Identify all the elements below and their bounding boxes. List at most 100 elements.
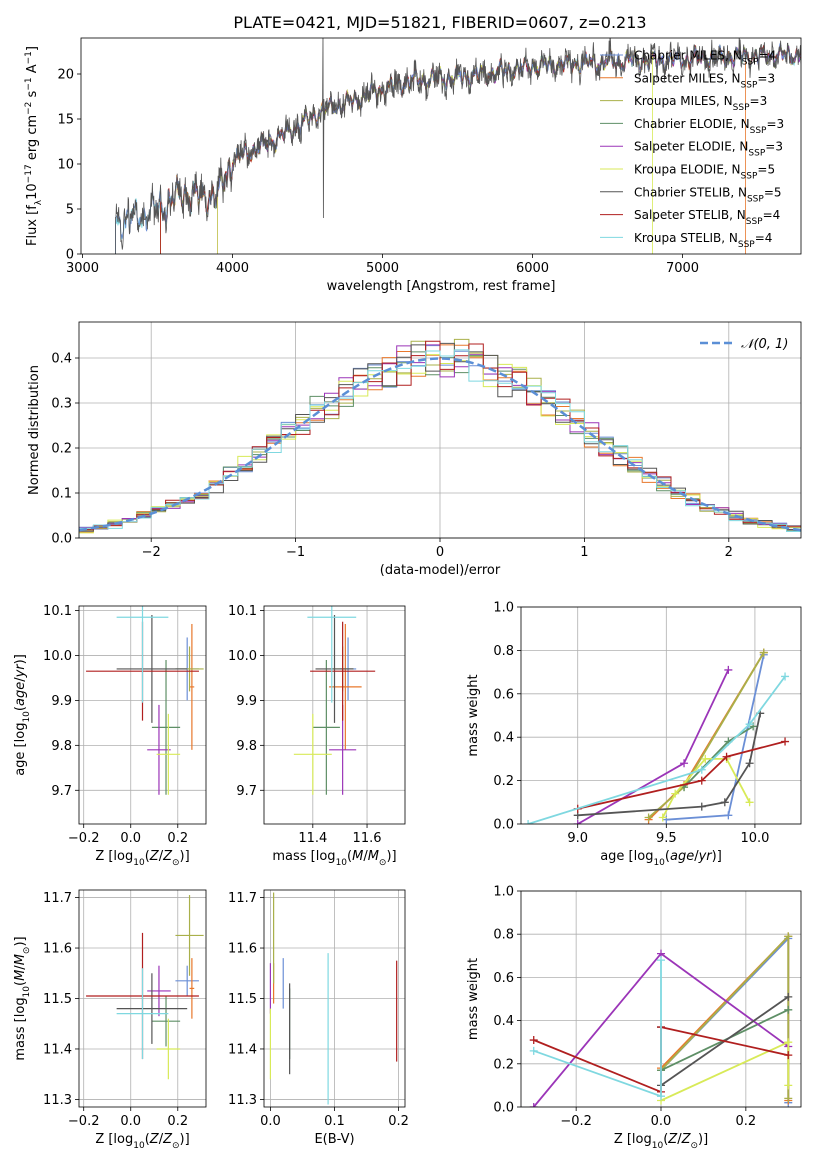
x-tick-label: 0.0 <box>260 1114 281 1129</box>
x-tick-label: 1 <box>580 545 588 560</box>
y-tick-label: 11.5 <box>43 992 72 1007</box>
mass-vs-ebv-plot <box>269 892 398 1105</box>
y-axis-label: age [log10(age/yr)] <box>13 654 32 776</box>
mass-vs-z-plot <box>86 895 204 1080</box>
weight-marker <box>658 813 667 822</box>
y-tick-label: 20 <box>57 68 74 83</box>
y-tick-label: 11.6 <box>228 942 257 957</box>
weight-marker <box>680 759 689 768</box>
weight-marker <box>529 1103 538 1107</box>
x-tick-label: 7000 <box>666 261 699 276</box>
x-tick-label: 0 <box>436 545 444 560</box>
axes-frame <box>520 606 802 825</box>
legend-label: Kroupa STELIB, NSSP=4 <box>634 231 772 250</box>
x-axis-label: age [log10(age/yr)] <box>600 849 722 868</box>
age-vs-z-plot <box>86 606 204 795</box>
y-tick-label: 0.6 <box>493 687 514 702</box>
weight-marker <box>697 802 706 811</box>
y-tick-label: 0.8 <box>493 928 514 943</box>
y-tick-label: 0.2 <box>493 774 514 789</box>
y-tick-label: 9.8 <box>51 739 72 754</box>
x-tick-label: 11.4 <box>298 831 327 846</box>
y-tick-label: 0.3 <box>51 397 72 412</box>
y-tick-label: 0 <box>66 248 74 263</box>
age-vs-z-axes: −0.2 0.0 0.2 9.7 9.8 9.9 10.0 10.1 Z [log10(Z/Z⊙… <box>13 604 207 868</box>
legend-label: Salpeter STELIB, NSSP=4 <box>634 208 780 227</box>
x-tick-label: 9.5 <box>656 831 677 846</box>
axes-frame <box>80 37 802 255</box>
y-axis-label: mass weight <box>466 958 481 1040</box>
axes-frame <box>263 889 406 1108</box>
weight-marker <box>784 932 793 941</box>
weight-marker <box>697 765 706 774</box>
residuals-plot <box>79 338 801 538</box>
x-tick-label: −2 <box>142 545 161 560</box>
x-tick-label: 0.1 <box>324 1114 345 1129</box>
weight-marker <box>697 776 706 785</box>
x-axis-label: wavelength [Angstrom, rest frame] <box>327 279 556 294</box>
y-tick-label: 11.4 <box>43 1042 72 1057</box>
axes-frame <box>520 890 802 1108</box>
weight-marker <box>784 1005 793 1014</box>
y-tick-label: 0.2 <box>493 1057 514 1072</box>
legend-label: Chabrier STELIB, NSSP=5 <box>634 185 782 204</box>
y-tick-label: 0.0 <box>51 532 72 547</box>
weight-marker <box>524 820 533 824</box>
y-tick-label: 1.0 <box>493 885 514 900</box>
normal-curve-line <box>79 357 801 532</box>
weight-line <box>683 725 754 788</box>
weight-vs-z-plot <box>529 932 793 1107</box>
figure-title: PLATE=0421, MJD=51821, FIBERID=0607, z=0… <box>233 13 646 32</box>
x-axis-label: Z [log10(Z/Z⊙)] <box>614 1132 708 1151</box>
x-tick-label: 5000 <box>366 261 399 276</box>
y-tick-label: 0.2 <box>51 442 72 457</box>
weight-vs-age-plot <box>524 648 790 824</box>
x-tick-label: 10.0 <box>740 831 769 846</box>
y-axis-label: Flux [fλ10−17 erg cm−2 s−1 A−1] <box>24 46 44 246</box>
spectrum-data-line <box>115 38 801 254</box>
weight-line <box>660 934 790 1099</box>
weight-marker <box>781 737 790 746</box>
legend-label: 𝒩(0, 1) <box>741 337 788 352</box>
x-tick-label: 0.2 <box>736 1114 757 1129</box>
weight-vs-age-axes: 9.0 9.5 10.0 0.0 0.2 0.4 0.6 0.8 1.0 age [log10(a… <box>466 601 802 868</box>
weight-marker <box>784 1038 793 1047</box>
weight-vs-z-axes: −0.2 0.0 0.2 0.0 0.2 0.4 0.6 0.8 1.0 Z [log10(Z/Z… <box>466 885 802 1151</box>
legend-label: Kroupa ELODIE, NSSP=5 <box>634 163 775 182</box>
y-tick-label: 11.7 <box>228 891 257 906</box>
weight-marker <box>781 672 790 681</box>
y-tick-label: 5 <box>66 203 74 218</box>
axes-frame <box>78 605 207 825</box>
residuals-axes: −2 −1 0 1 2 0.0 0.1 0.2 0.3 0.4 (data-model)/error… <box>27 321 802 578</box>
x-tick-label: 0.2 <box>167 1114 188 1129</box>
weight-line <box>527 675 786 824</box>
histogram-step-line <box>79 349 801 538</box>
x-tick-label: 6000 <box>516 261 549 276</box>
x-tick-label: 3000 <box>66 261 99 276</box>
y-axis-label: Normed distribution <box>27 365 42 495</box>
y-tick-label: 0.4 <box>51 352 72 367</box>
weight-marker <box>701 754 710 763</box>
weight-marker <box>745 759 754 768</box>
x-tick-label: 4000 <box>216 261 249 276</box>
x-tick-label: 0.0 <box>651 1114 672 1129</box>
weight-marker <box>573 820 582 824</box>
y-tick-label: 9.8 <box>236 739 257 754</box>
x-axis-label: E(B-V) <box>314 1132 354 1147</box>
y-tick-label: 1.0 <box>493 601 514 616</box>
y-tick-label: 0.0 <box>493 818 514 833</box>
x-tick-label: 0.2 <box>167 831 188 846</box>
weight-marker <box>759 648 768 657</box>
legend-label: Salpeter ELODIE, NSSP=3 <box>634 140 783 159</box>
spectrum-plot <box>115 38 801 254</box>
legend-label: Kroupa MILES, NSSP=3 <box>634 94 767 113</box>
weight-marker <box>644 813 653 822</box>
weight-marker <box>724 811 733 820</box>
weight-marker <box>657 1092 665 1101</box>
weight-marker <box>724 665 733 674</box>
x-axis-label: (data-model)/error <box>380 563 501 578</box>
weight-marker <box>529 1046 538 1055</box>
y-tick-label: 0.4 <box>493 731 514 746</box>
weight-line <box>577 740 786 810</box>
